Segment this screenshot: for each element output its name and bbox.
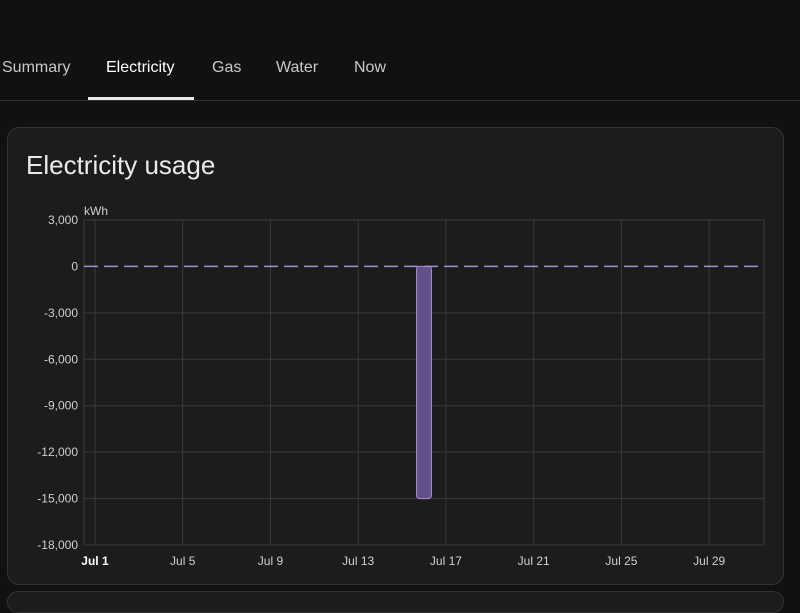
x-tick-label: Jul 21 [518,554,550,568]
y-axis-unit: kWh [84,204,108,218]
x-tick-label: Jul 1 [81,554,109,568]
y-tick-label: 3,000 [48,213,78,227]
x-tick-label: Jul 5 [170,554,196,568]
y-tick-label: -18,000 [37,538,78,552]
x-tick-label: Jul 13 [342,554,374,568]
x-tick-label: Jul 25 [605,554,637,568]
tab-now[interactable]: Now [354,59,387,76]
x-tick-label: Jul 29 [693,554,725,568]
y-tick-label: -6,000 [44,352,78,366]
x-tick-label: Jul 9 [258,554,284,568]
bar[interactable] [416,265,432,500]
tab-summary[interactable]: Summary [2,59,71,76]
x-tick-label: Jul 17 [430,554,462,568]
next-card [7,591,784,613]
chart-bars [416,265,432,500]
y-tick-label: -12,000 [37,445,78,459]
y-tick-label: -9,000 [44,399,78,413]
x-axis-ticks: Jul 1 Jul 5 Jul 9 Jul 13 Jul 17 Jul 21 Jul 25 J… [81,554,725,568]
y-axis-ticks: 3,000 0 -3,000 -6,000 -9,000 -12,000 -15,000 -1… [37,213,78,552]
electricity-usage-chart: 3,000 0 -3,000 -6,000 -9,000 -12,000 -15,000 -1… [37,204,765,568]
card-title: Electricity usage [26,150,216,180]
tab-water[interactable]: Water [276,59,319,76]
y-tick-label: -15,000 [37,492,78,506]
y-tick-label: -3,000 [44,306,78,320]
top-app-bar: Summary Electricity Gas Water Now [0,0,800,101]
y-tick-label: 0 [71,259,78,273]
tab-gas[interactable]: Gas [212,59,242,76]
active-tab-indicator [88,97,194,100]
tab-electricity[interactable]: Electricity [106,59,175,76]
electricity-usage-card: Electricity usage 3,000 0 -3,000 -6,000 -9,0… [7,127,784,585]
